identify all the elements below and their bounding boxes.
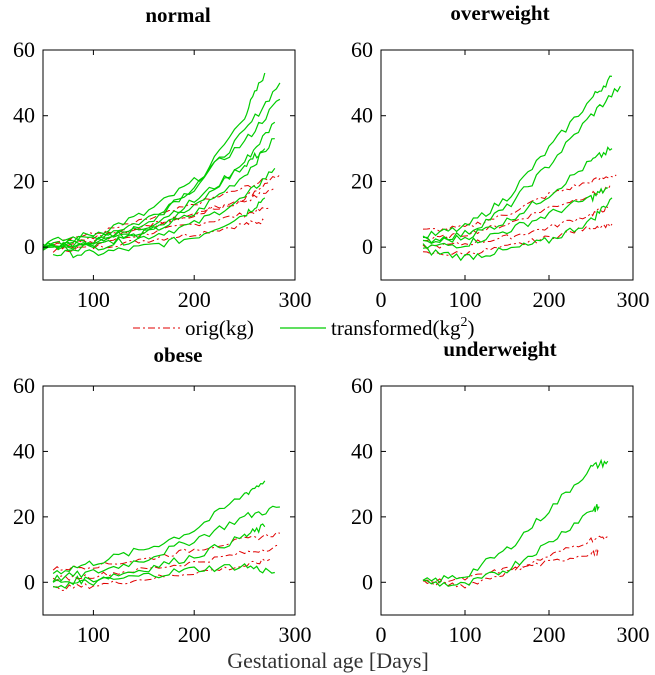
orig-series-line-2 [52,218,266,253]
x-tick-label: 100 [77,287,110,312]
x-tick-label: 100 [449,622,482,647]
x-tick-label: 100 [77,622,110,647]
y-tick-label: 40 [13,438,35,463]
panel-title: underweight [443,337,556,361]
y-tick-label: 20 [351,504,373,529]
transformed-series-line-5 [422,85,621,244]
y-tick-label: 60 [13,373,35,398]
y-tick-label: 60 [351,373,373,398]
plot-frame [380,49,634,281]
y-tick-label: 20 [13,504,35,529]
plot-frame [42,49,296,281]
y-tick-label: 40 [351,103,373,128]
orig-series-line-0 [52,531,280,571]
series-group [422,75,621,262]
transformed-series-line-5 [52,523,266,586]
transformed-series-line-7 [422,187,608,250]
x-tick-label: 200 [178,287,211,312]
y-tick-label: 0 [24,234,35,259]
y-tick-label: 0 [362,569,373,594]
transformed-series-line-4 [422,75,613,240]
y-tick-label: 0 [362,234,373,259]
transformed-series-line-8 [422,197,613,262]
y-tick-label: 40 [351,438,373,463]
transformed-series-line-3 [422,504,600,587]
transformed-series-line-6 [422,146,613,244]
x-tick-label: 100 [449,287,482,312]
panel-overweight: 0 100 200 300 0 20 40 60 overweight [351,1,650,312]
series-group [43,72,281,259]
transformed-series-line-2 [422,458,609,584]
panel-underweight: 0 100 200 300 0 20 40 60 underweight [351,337,650,647]
transformed-series-line-6 [52,563,275,589]
panel-title: obese [154,343,203,367]
x-tick-label: 200 [178,622,211,647]
plot-frame [42,385,296,616]
orig-series-line-0 [422,535,609,589]
transformed-series-line-8 [43,138,275,251]
y-tick-label: 20 [13,168,35,193]
legend: orig(kg) transformed(kg2) [133,315,474,340]
y-tick-label: 40 [13,103,35,128]
y-tick-label: 60 [13,37,35,62]
y-tick-label: 20 [351,168,373,193]
transformed-series-line-10 [52,197,266,259]
orig-series-line-2 [422,205,609,250]
panel-title: normal [145,3,210,27]
transformed-series-line-4 [52,505,280,583]
plot-frame [380,385,634,616]
transformed-series-line-6 [43,82,281,249]
panel-obese: 100 200 300 0 20 40 60 obese [13,343,312,647]
x-tick-label: 300 [617,287,650,312]
x-tick-label: 200 [533,622,566,647]
transformed-series-line-12 [43,148,266,250]
x-tick-label: 300 [279,287,312,312]
y-tick-label: 0 [24,569,35,594]
panel-title: overweight [450,1,549,25]
orig-series-line-1 [422,548,600,584]
orig-series-line-0 [422,174,617,233]
transformed-series-line-3 [52,480,266,575]
panel-normal: 100 200 300 0 20 40 60 normal [13,3,312,312]
orig-series-line-1 [422,185,613,242]
transformed-series-line-9 [43,167,276,252]
y-tick-label: 60 [351,37,373,62]
x-tick-label: 300 [617,622,650,647]
x-tick-label: 0 [376,622,387,647]
legend-orig-label: orig(kg) [185,316,254,340]
legend-transformed-label: transformed(kg2) [331,315,474,340]
series-group [52,480,281,591]
x-axis-label: Gestational age [Days] [227,648,429,673]
orig-series-line-3 [422,221,613,257]
x-tick-label: 300 [279,622,312,647]
orig-series-line-4 [52,180,271,246]
series-group [422,458,609,589]
x-tick-label: 200 [533,287,566,312]
transformed-series-line-11 [43,98,281,248]
x-tick-label: 0 [376,287,387,312]
